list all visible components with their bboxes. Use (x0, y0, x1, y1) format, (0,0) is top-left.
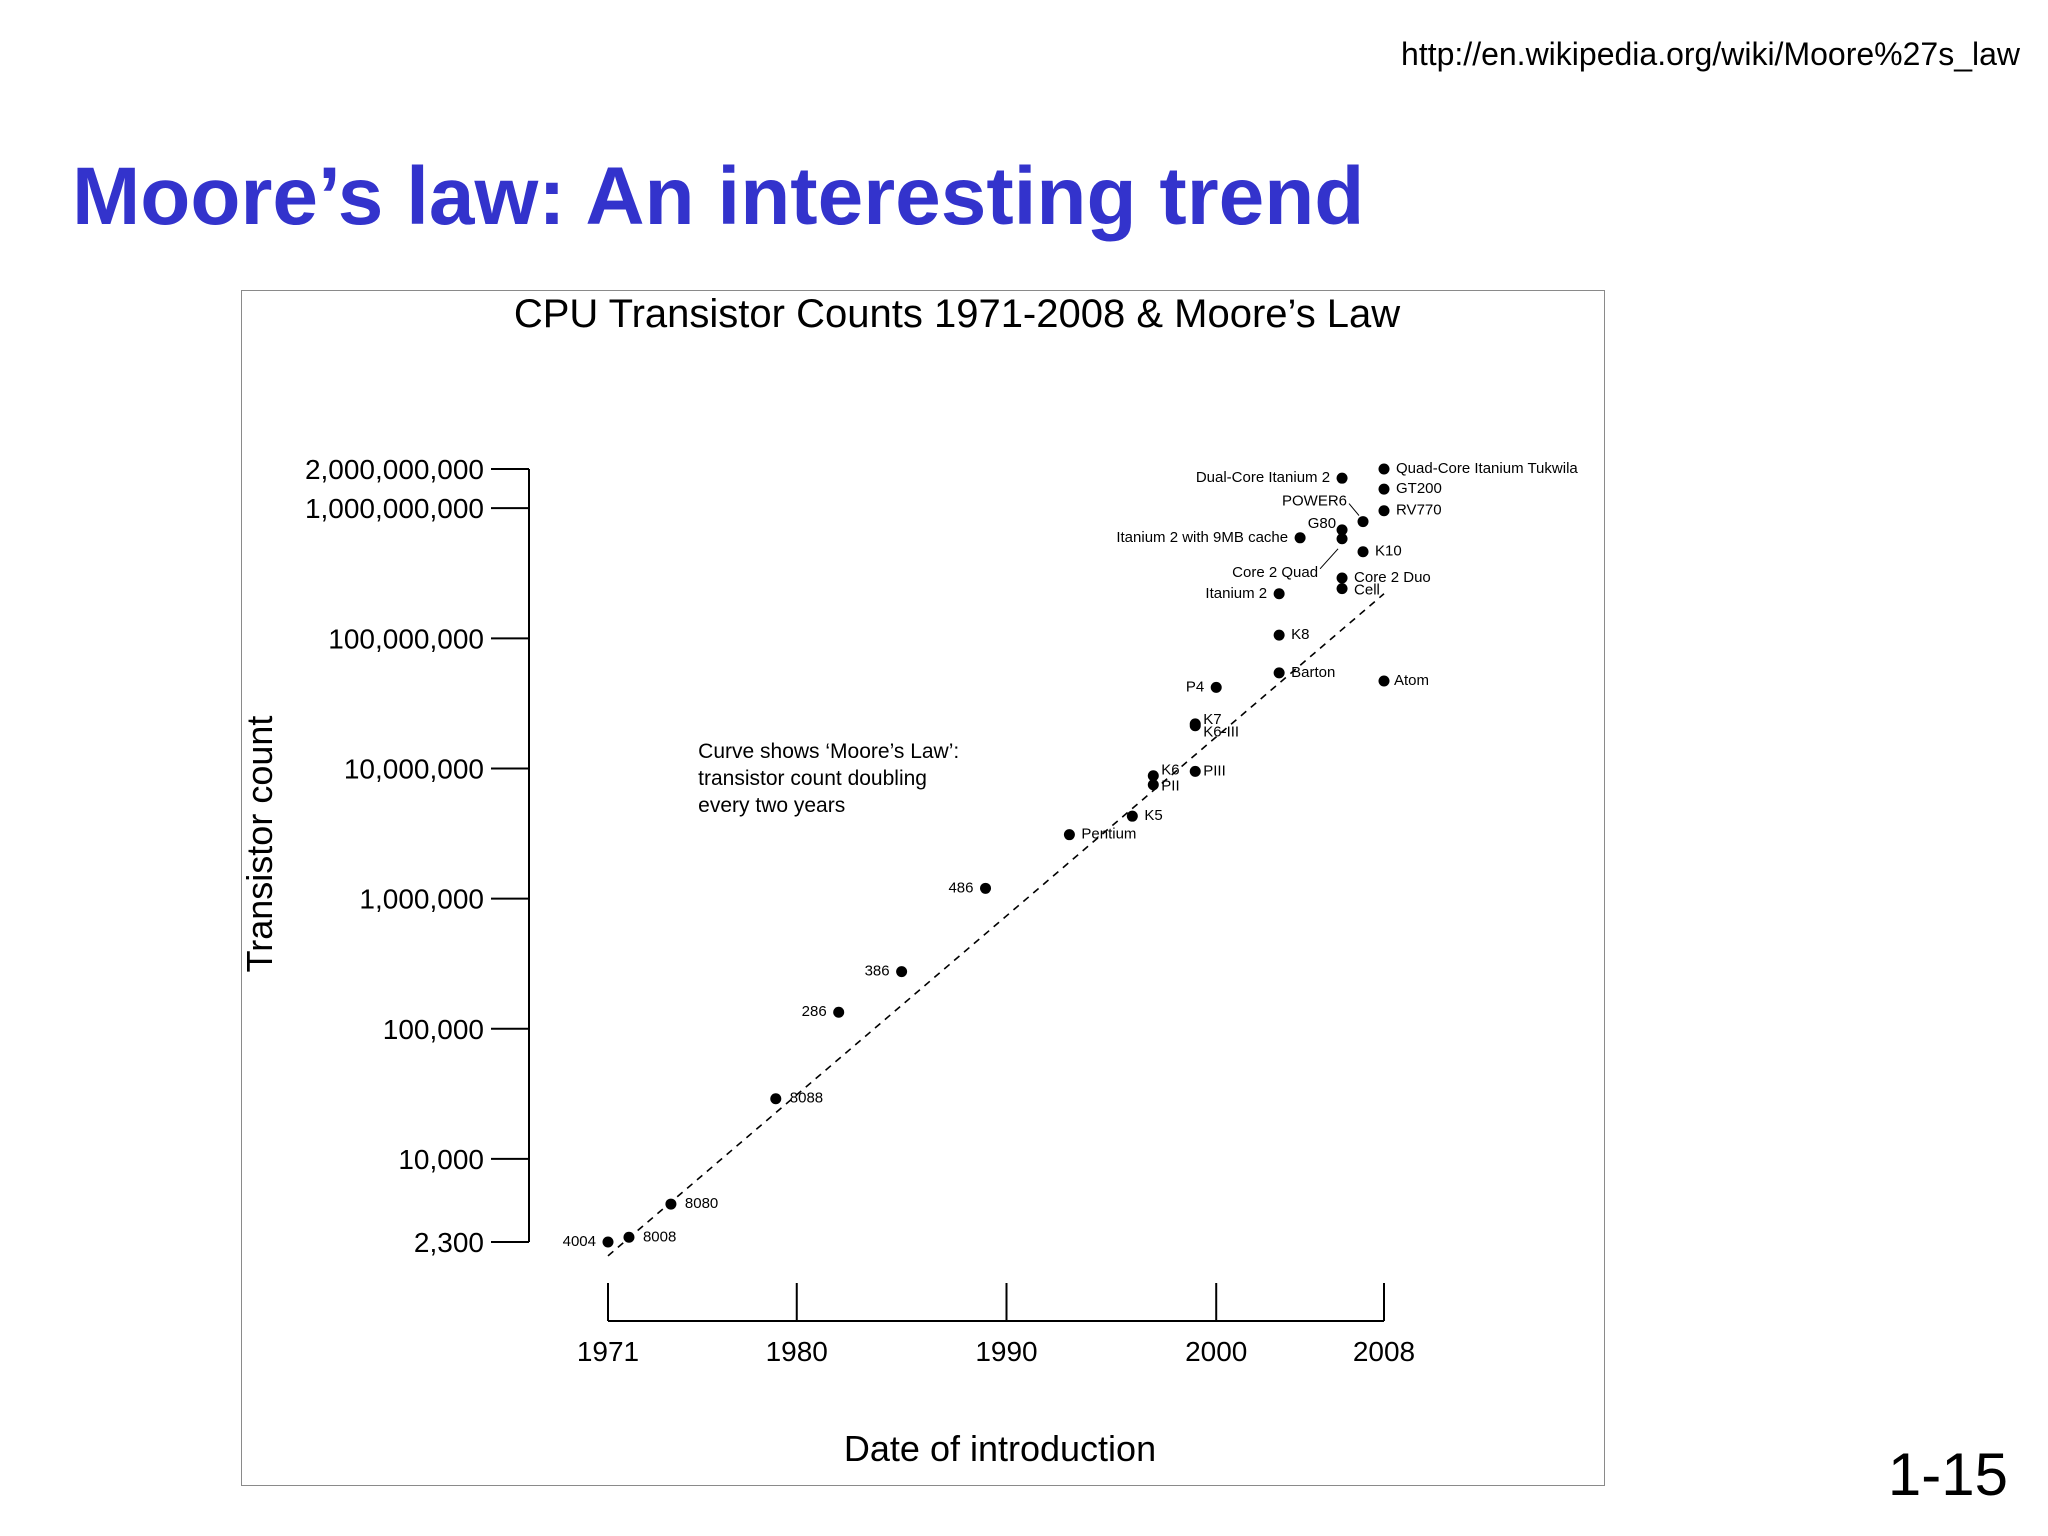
slide-title: Moore’s law: An interesting trend (72, 151, 1365, 242)
data-point (1336, 533, 1348, 545)
y-tick-label: 2,300 (414, 1227, 484, 1258)
data-label: 8088 (790, 1090, 823, 1107)
data-point (1378, 675, 1390, 687)
data-label: 486 (948, 879, 973, 896)
data-label: PII (1161, 778, 1179, 795)
y-tick-label: 2,000,000,000 (305, 454, 484, 485)
y-tick-label: 100,000,000 (328, 623, 484, 654)
data-label: GT200 (1396, 480, 1442, 497)
data-label: Itanium 2 (1205, 585, 1267, 602)
data-label: 8080 (685, 1195, 718, 1212)
y-tick-label: 10,000 (398, 1144, 484, 1175)
data-point (1336, 583, 1348, 595)
y-tick-label: 10,000,000 (344, 753, 484, 784)
power6-leader-line (1348, 503, 1360, 516)
x-tick-label: 2008 (1353, 1336, 1415, 1367)
source-url[interactable]: http://en.wikipedia.org/wiki/Moore%27s_l… (1401, 36, 2020, 72)
data-point (1336, 572, 1348, 584)
y-tick-label: 1,000,000,000 (305, 493, 484, 524)
annotation-line: every two years (698, 794, 845, 817)
data-label: K7 (1203, 711, 1221, 728)
data-point (1210, 681, 1222, 693)
data-point (1189, 765, 1201, 777)
data-point (665, 1198, 677, 1210)
data-point (1273, 667, 1285, 679)
data-point (1294, 532, 1306, 544)
data-label: Cell (1354, 582, 1380, 599)
data-point (1357, 546, 1369, 558)
y-axis-label: Transistor count (242, 716, 280, 973)
chart-frame: CPU Transistor Counts 1971-2008 & Moore’… (239, 290, 1605, 1486)
transistor-chart: CPU Transistor Counts 1971-2008 & Moore’… (239, 292, 1578, 1469)
data-point (1147, 779, 1159, 791)
data-label: Itanium 2 with 9MB cache (1116, 529, 1288, 546)
annotation-line: transistor count doubling (698, 767, 927, 790)
data-label: K8 (1291, 626, 1309, 643)
data-label: 286 (802, 1003, 827, 1020)
data-label: P4 (1186, 678, 1204, 695)
data-label: Core 2 Duo (1354, 569, 1431, 586)
data-point (1378, 505, 1390, 517)
data-point (1273, 629, 1285, 641)
data-point (980, 882, 992, 894)
annotation-line: Curve shows ‘Moore’s Law’: (698, 740, 959, 763)
data-point (1378, 483, 1390, 495)
data-label: 4004 (563, 1233, 596, 1250)
data-point (1126, 810, 1138, 822)
x-axis-label: Date of introduction (844, 1428, 1156, 1469)
data-point (1147, 770, 1159, 782)
data-label: 386 (865, 963, 890, 980)
data-point (770, 1093, 782, 1105)
data-label: G80 (1308, 515, 1336, 532)
data-label: PIII (1203, 762, 1226, 779)
data-label: Barton (1291, 664, 1335, 681)
data-point (1063, 829, 1075, 841)
data-label: K5 (1144, 807, 1162, 824)
data-point (833, 1006, 845, 1018)
data-label: 8008 (643, 1228, 676, 1245)
data-point (1336, 524, 1348, 536)
data-point (1378, 463, 1390, 475)
core2quad-leader-line (1319, 548, 1339, 570)
moores-law-trend-line (607, 593, 1385, 1257)
chart-title: CPU Transistor Counts 1971-2008 & Moore’… (514, 292, 1400, 336)
x-tick-label: 2000 (1185, 1336, 1247, 1367)
y-tick-label: 100,000 (383, 1014, 484, 1045)
data-label: Quad-Core Itanium Tukwila (1396, 460, 1578, 477)
data-point (1336, 472, 1348, 484)
data-point (1357, 516, 1369, 528)
data-point (623, 1231, 635, 1243)
data-label: Dual-Core Itanium 2 (1196, 469, 1330, 486)
x-tick-label: 1971 (577, 1336, 639, 1367)
data-label: K10 (1375, 543, 1402, 560)
data-point (1189, 718, 1201, 730)
slide-number: 1-15 (1887, 1441, 2008, 1508)
data-point (896, 966, 908, 978)
data-label: POWER6 (1282, 493, 1347, 510)
y-tick-label: 1,000,000 (359, 884, 484, 915)
data-label: Pentium (1081, 826, 1136, 843)
data-label: K6 (1161, 762, 1179, 779)
data-point (1273, 588, 1285, 600)
data-label: RV770 (1396, 502, 1442, 519)
data-label: Atom (1394, 672, 1429, 689)
data-label: Core 2 Quad (1232, 564, 1318, 581)
x-tick-label: 1990 (975, 1336, 1037, 1367)
x-tick-label: 1980 (766, 1336, 828, 1367)
data-point (602, 1236, 614, 1248)
data-label: K6-III (1203, 724, 1239, 741)
